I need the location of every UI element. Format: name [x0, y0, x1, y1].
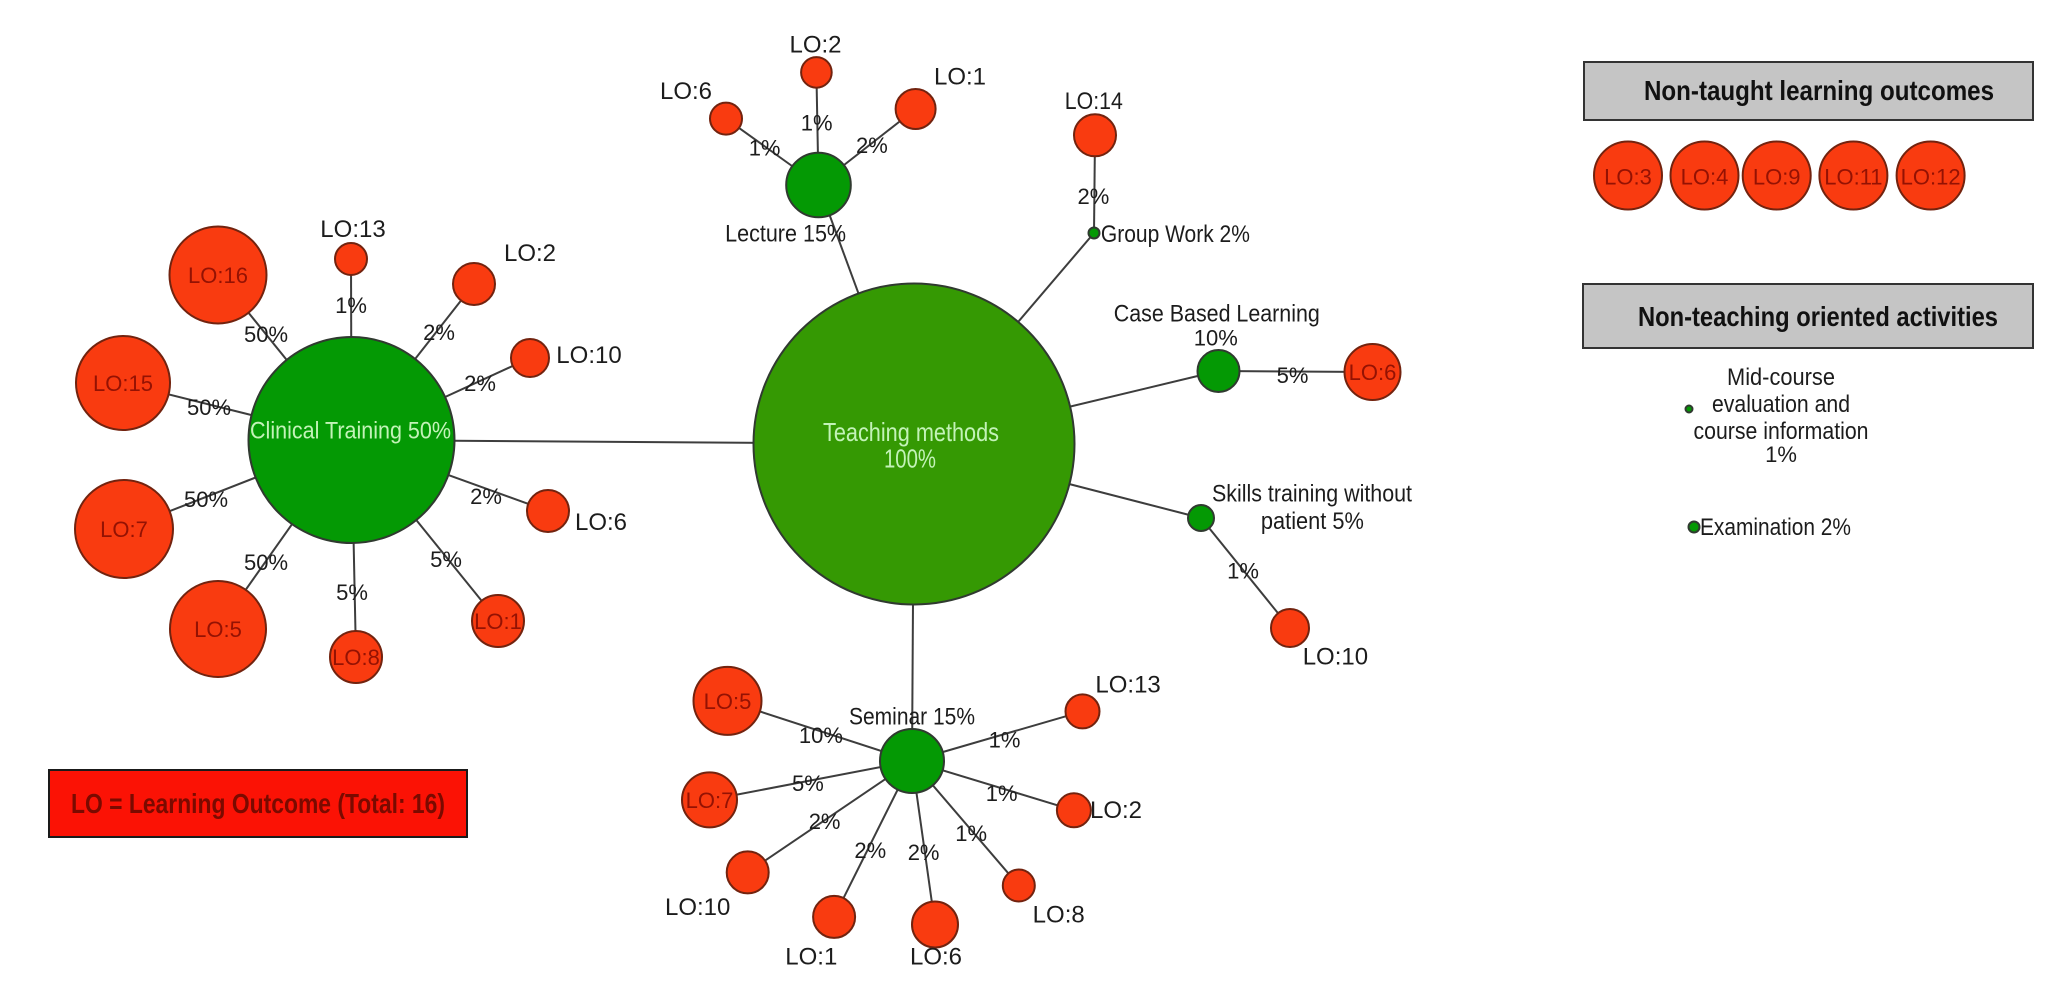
svg-text:Seminar 15%: Seminar 15% — [849, 704, 975, 731]
svg-text:Teaching methods: Teaching methods — [823, 417, 999, 447]
svg-text:2%: 2% — [470, 484, 502, 509]
svg-text:LO:10: LO:10 — [665, 894, 730, 921]
svg-text:1%: 1% — [801, 110, 833, 135]
svg-text:LO:5: LO:5 — [194, 617, 242, 642]
svg-text:LO = Learning Outcome (Total:: LO = Learning Outcome (Total: 16) — [71, 788, 445, 819]
svg-text:LO:1: LO:1 — [934, 64, 986, 91]
svg-text:Mid-course: Mid-course — [1727, 364, 1835, 391]
svg-text:Clinical Training 50%: Clinical Training 50% — [250, 418, 451, 445]
svg-text:LO:5: LO:5 — [704, 689, 752, 714]
svg-text:Skills training without: Skills training without — [1212, 481, 1412, 508]
svg-text:LO:10: LO:10 — [556, 342, 621, 369]
svg-text:LO:12: LO:12 — [1901, 165, 1961, 190]
svg-text:Case Based Learning: Case Based Learning — [1114, 301, 1320, 328]
svg-text:patient 5%: patient 5% — [1261, 508, 1364, 535]
svg-text:5%: 5% — [430, 547, 462, 572]
svg-text:10%: 10% — [1194, 326, 1238, 351]
svg-text:100%: 100% — [884, 444, 936, 474]
svg-text:2%: 2% — [908, 840, 940, 865]
svg-text:2%: 2% — [423, 320, 455, 345]
svg-text:LO:13: LO:13 — [320, 216, 385, 243]
svg-text:LO:3: LO:3 — [1604, 165, 1652, 190]
svg-text:2%: 2% — [1078, 184, 1110, 209]
svg-text:LO:11: LO:11 — [1824, 165, 1882, 190]
svg-text:10%: 10% — [799, 723, 843, 748]
svg-text:1%: 1% — [335, 293, 367, 318]
svg-text:LO:8: LO:8 — [332, 645, 380, 670]
svg-text:LO:8: LO:8 — [1033, 902, 1085, 929]
svg-text:50%: 50% — [187, 395, 231, 420]
svg-text:Lecture 15%: Lecture 15% — [725, 221, 846, 248]
svg-text:2%: 2% — [464, 371, 496, 396]
svg-text:5%: 5% — [1277, 363, 1309, 388]
svg-text:1%: 1% — [955, 821, 987, 846]
svg-text:2%: 2% — [809, 809, 841, 834]
svg-text:5%: 5% — [336, 580, 368, 605]
svg-text:LO:6: LO:6 — [660, 78, 712, 105]
svg-text:5%: 5% — [792, 771, 824, 796]
svg-text:LO:6: LO:6 — [910, 944, 962, 971]
svg-text:LO:2: LO:2 — [504, 240, 556, 267]
svg-text:1%: 1% — [1227, 559, 1259, 584]
svg-text:LO:9: LO:9 — [1753, 165, 1801, 190]
svg-text:1%: 1% — [989, 728, 1021, 753]
svg-text:LO:7: LO:7 — [686, 788, 734, 813]
svg-text:1%: 1% — [1765, 442, 1797, 467]
svg-text:LO:10: LO:10 — [1303, 643, 1368, 670]
svg-text:LO:14: LO:14 — [1065, 88, 1123, 115]
svg-text:LO:16: LO:16 — [188, 263, 248, 288]
svg-text:LO:6: LO:6 — [575, 509, 627, 536]
svg-text:50%: 50% — [244, 550, 288, 575]
svg-text:LO:6: LO:6 — [1349, 360, 1397, 385]
svg-text:1%: 1% — [986, 781, 1018, 806]
svg-text:50%: 50% — [184, 487, 228, 512]
svg-text:Non-taught learning outcomes: Non-taught learning outcomes — [1644, 75, 1994, 106]
svg-text:evaluation and: evaluation and — [1712, 391, 1850, 418]
svg-text:LO:7: LO:7 — [100, 517, 148, 542]
svg-text:LO:2: LO:2 — [789, 31, 841, 58]
svg-text:Non-teaching oriented activiti: Non-teaching oriented activities — [1638, 301, 1998, 332]
svg-text:LO:2: LO:2 — [1090, 797, 1142, 824]
svg-text:2%: 2% — [856, 133, 888, 158]
svg-text:LO:1: LO:1 — [474, 609, 522, 634]
svg-text:Examination 2%: Examination 2% — [1700, 514, 1851, 541]
svg-text:Group Work 2%: Group Work 2% — [1101, 221, 1250, 248]
svg-text:LO:4: LO:4 — [1681, 165, 1729, 190]
svg-text:2%: 2% — [854, 838, 886, 863]
svg-text:LO:13: LO:13 — [1095, 671, 1160, 698]
svg-text:50%: 50% — [244, 322, 288, 347]
svg-text:course information: course information — [1694, 418, 1869, 445]
svg-text:LO:15: LO:15 — [93, 371, 153, 396]
svg-text:LO:1: LO:1 — [785, 944, 837, 971]
svg-text:1%: 1% — [749, 135, 781, 160]
